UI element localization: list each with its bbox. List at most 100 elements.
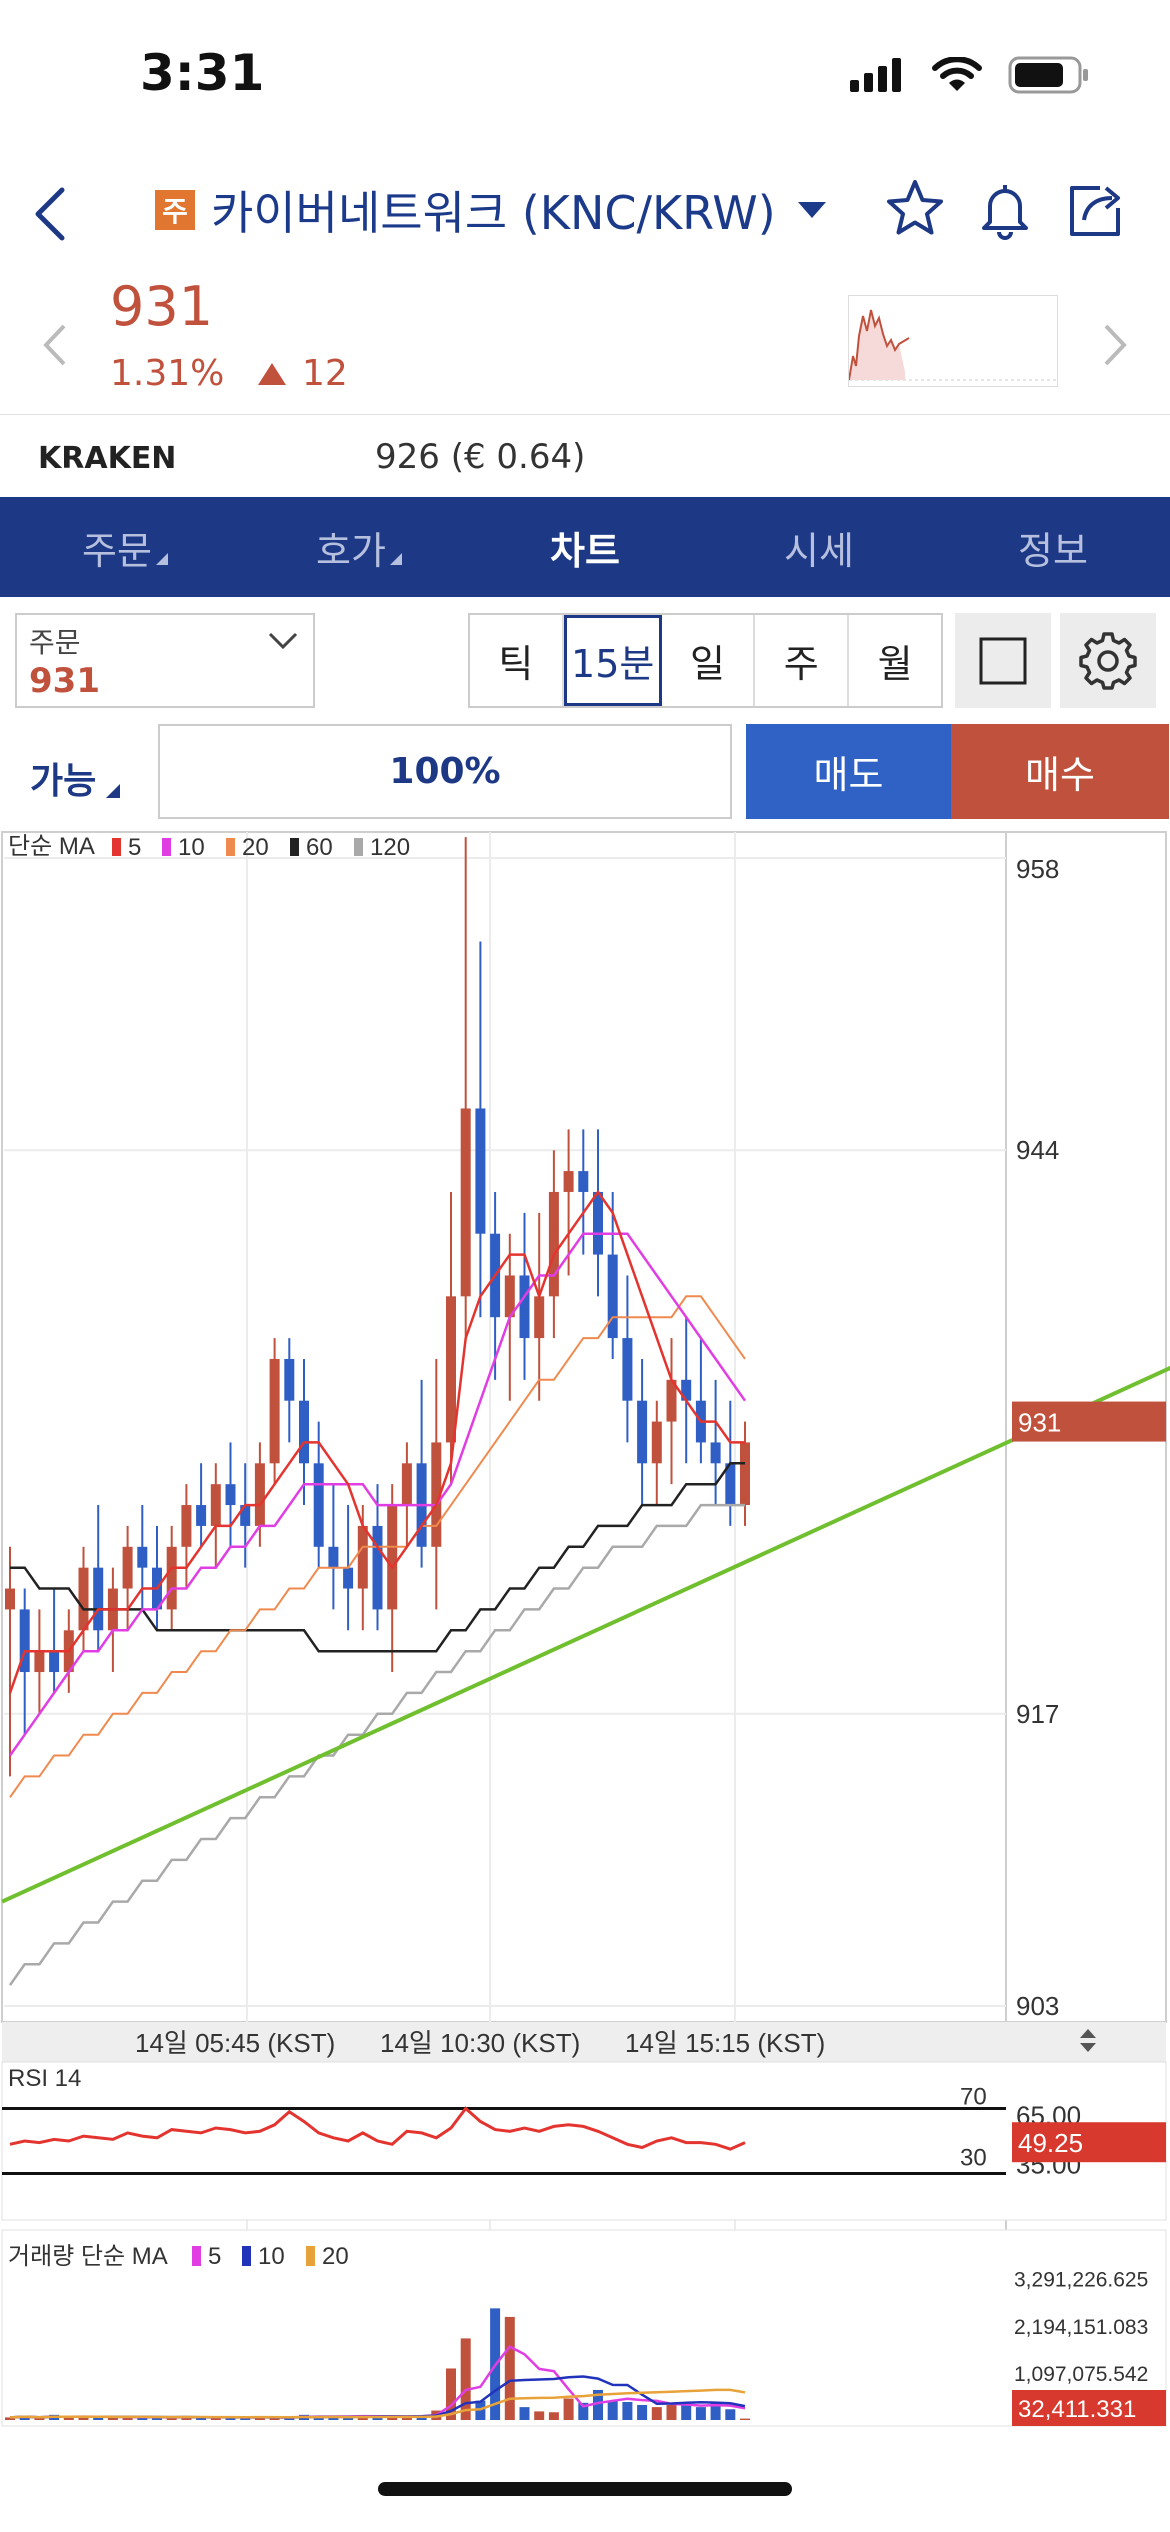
ma5-line: [8, 1189, 745, 1694]
tab-label: 시세: [784, 528, 854, 573]
candle-body: [710, 1442, 721, 1464]
alarm-button[interactable]: [970, 174, 1040, 244]
candle-body: [240, 1505, 251, 1526]
tab-order[interactable]: 주문: [0, 497, 234, 597]
trade-row: 가능 100% 매도 매수: [0, 718, 1170, 819]
volume-y-tick: 1,097,075.542: [1014, 2363, 1148, 2386]
exchange-price: 926 (€ 0.64): [375, 437, 586, 477]
candle-body: [446, 1296, 456, 1443]
volume-bar: [519, 2407, 530, 2420]
candle-body: [210, 1484, 221, 1526]
x-axis-label: 14일 10:30 (KST): [380, 2028, 580, 2058]
settings-button[interactable]: [1060, 613, 1156, 708]
period-tick-button[interactable]: 틱: [470, 615, 564, 706]
tab-orderbook[interactable]: 호가: [234, 497, 468, 597]
ma-legend-title: 단순 MA: [8, 833, 95, 860]
volume-legend-label: 10: [258, 2243, 285, 2270]
volume-legend-swatch: [192, 2246, 201, 2266]
candle-body: [196, 1505, 207, 1526]
change-amount: 12: [258, 353, 348, 394]
tab-bar: 주문 호가 차트 시세 정보: [0, 497, 1170, 597]
next-arrow-icon[interactable]: [1100, 320, 1130, 370]
ma-legend-swatch: [226, 838, 235, 856]
candle-body: [122, 1546, 133, 1589]
candle-body: [607, 1254, 618, 1339]
chart-area[interactable]: 단순 MA 5 10 20 60 120 958 944 917 903 931 14일 05:45 …: [0, 830, 1170, 2430]
wifi-icon: [932, 57, 982, 91]
status-icons: [850, 56, 1090, 94]
volume-bar: [710, 2402, 721, 2420]
rsi-panel: [1, 2061, 1167, 2221]
y-axis-tick-label: 944: [1016, 1135, 1059, 1165]
star-button[interactable]: [880, 174, 950, 244]
volume-bar: [78, 2416, 89, 2420]
ma-legend-label: 20: [242, 834, 269, 861]
tab-quotes[interactable]: 시세: [702, 497, 936, 597]
stock-title: 카이버네트워크 (KNC/KRW): [211, 186, 776, 240]
order-type-select[interactable]: 주문 931: [15, 613, 315, 708]
volume-bar: [740, 2418, 750, 2420]
volume-bar: [152, 2418, 162, 2420]
square-icon: [979, 637, 1027, 684]
candle-body: [5, 1588, 15, 1610]
volume-bar: [593, 2389, 603, 2420]
volume-bar: [210, 2417, 221, 2420]
sell-button[interactable]: 매도: [746, 724, 951, 819]
mini-chart[interactable]: [848, 295, 1059, 387]
volume-bar: [666, 2404, 677, 2420]
tab-label: 차트: [550, 528, 620, 573]
candle-body: [622, 1338, 633, 1401]
percent-input[interactable]: 100%: [158, 724, 732, 819]
fullscreen-button[interactable]: [955, 613, 1051, 708]
chart-svg[interactable]: 단순 MA 5 10 20 60 120 958 944 917 903 931 14일 05:45 …: [0, 830, 1170, 2430]
rsi-level-label: 70: [960, 2084, 987, 2111]
available-selector[interactable]: 가능: [30, 752, 121, 804]
period-month-button[interactable]: 월: [849, 615, 941, 706]
main-chart-frame: [1, 831, 1167, 2023]
tab-label: 정보: [1018, 528, 1088, 573]
volume-bar: [343, 2417, 354, 2420]
share-icon: [1070, 186, 1120, 236]
ma-legend-swatch: [112, 838, 121, 856]
tab-label: 호가: [316, 528, 386, 573]
change-percent: 1.31%: [110, 353, 225, 394]
buy-button[interactable]: 매수: [951, 724, 1169, 819]
x-axis-label: 14일 05:45 (KST): [135, 2028, 335, 2058]
volume-legend-swatch: [242, 2246, 251, 2266]
prev-arrow-icon[interactable]: [40, 320, 70, 370]
candle-body: [328, 1546, 339, 1568]
corner-icon: [390, 553, 402, 565]
home-indicator[interactable]: [378, 2482, 792, 2496]
bell-icon: [982, 185, 1028, 240]
available-label: 가능: [30, 761, 97, 802]
candle-body: [225, 1484, 236, 1506]
back-button[interactable]: [18, 172, 88, 252]
volume-bar: [240, 2418, 251, 2420]
volume-bar: [225, 2417, 236, 2420]
status-bar: 3:31: [0, 0, 1170, 150]
corner-icon: [156, 553, 168, 565]
stock-selector[interactable]: 주 카이버네트워크 (KNC/KRW): [155, 180, 826, 240]
candle-body: [78, 1567, 89, 1631]
candle-body: [49, 1651, 60, 1673]
exchange-row: KRAKEN 926 (€ 0.64): [0, 415, 1170, 497]
volume-legend-label: 5: [208, 2243, 221, 2270]
candle-body: [548, 1191, 559, 1297]
period-week-button[interactable]: 주: [755, 615, 850, 706]
period-15min-button[interactable]: 15분: [563, 615, 662, 706]
chevron-down-icon: [268, 632, 298, 650]
volume-bar: [504, 2316, 515, 2420]
y-axis-tick-label: 903: [1016, 1991, 1059, 2021]
exchange-name: KRAKEN: [38, 441, 177, 476]
status-time: 3:31: [140, 44, 265, 102]
nav-bar: 주 카이버네트워크 (KNC/KRW): [0, 160, 1170, 260]
candle-body: [504, 1275, 515, 1318]
candle-body: [137, 1546, 148, 1568]
tab-info[interactable]: 정보: [936, 497, 1170, 597]
candle-body: [740, 1442, 750, 1506]
volume-bar: [563, 2398, 574, 2420]
tab-chart[interactable]: 차트: [468, 497, 702, 597]
share-button[interactable]: [1060, 174, 1130, 244]
tab-label: 주문: [82, 528, 152, 573]
period-day-button[interactable]: 일: [661, 615, 756, 706]
